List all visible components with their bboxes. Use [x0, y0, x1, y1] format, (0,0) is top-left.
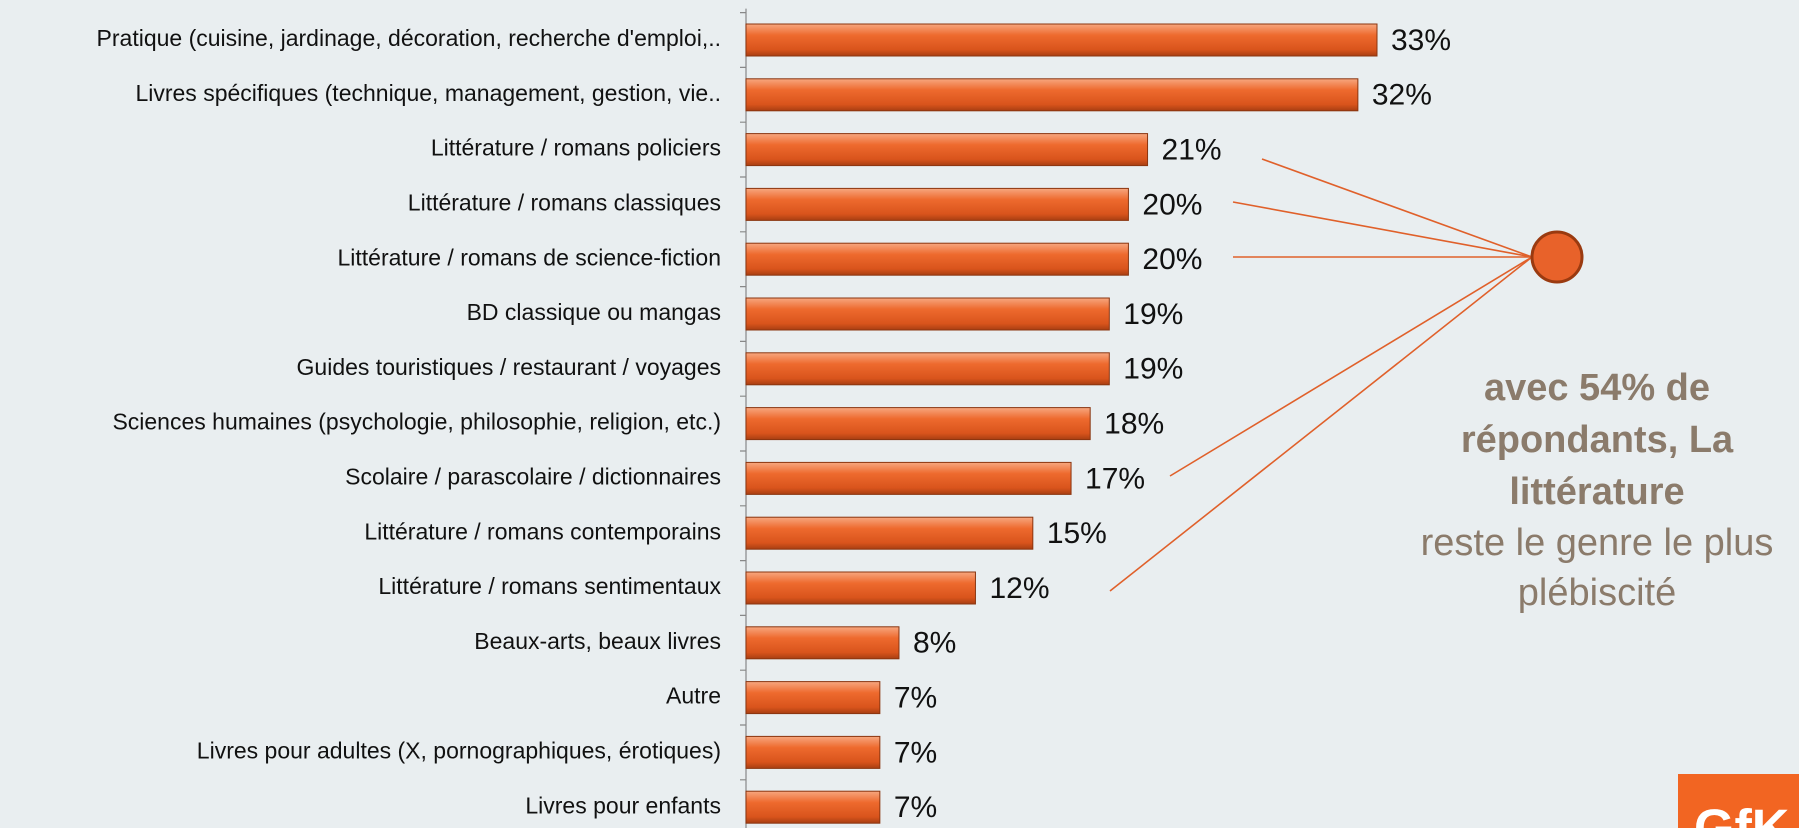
connector: [1261, 158, 1533, 258]
logo-text: GfK: [1694, 800, 1790, 828]
category-label: Beaux-arts, beaux livres: [474, 628, 721, 654]
category-label: Livres spécifiques (technique, managemen…: [135, 80, 721, 106]
bar: [745, 187, 1129, 221]
connector: [1232, 201, 1533, 258]
value-label: 7%: [894, 736, 937, 769]
bar: [745, 407, 1091, 441]
value-label: 7%: [894, 791, 937, 824]
value-label: 7%: [894, 682, 937, 715]
value-label: 8%: [913, 627, 956, 660]
connector: [1169, 256, 1533, 477]
bar: [745, 242, 1129, 276]
annotation-bold: répondants, La: [1461, 419, 1734, 461]
value-label: 15%: [1047, 517, 1107, 550]
category-label: Livres pour enfants: [525, 792, 721, 818]
value-label: 21%: [1162, 134, 1222, 167]
category-label: Littérature / romans de science-fiction: [337, 244, 721, 270]
annotation-dot: [1530, 230, 1584, 284]
bar: [745, 790, 881, 824]
bar: [745, 297, 1110, 331]
bar: [745, 461, 1072, 495]
category-label: Littérature / romans classiques: [408, 189, 721, 215]
bar: [745, 681, 881, 715]
bar: [745, 571, 976, 605]
y-axis: [740, 8, 747, 828]
annotation-bold: littérature: [1509, 471, 1684, 513]
annotation: plébiscité: [1518, 572, 1676, 614]
value-label: 19%: [1123, 298, 1183, 331]
annotation-bold: avec 54% de: [1484, 367, 1710, 409]
category-label: Pratique (cuisine, jardinage, décoration…: [97, 25, 721, 51]
value-label: 33%: [1391, 24, 1451, 57]
bar: [745, 516, 1034, 550]
connector-lines: [1109, 158, 1533, 592]
value-label: 18%: [1104, 408, 1164, 441]
category-label: Littérature / romans contemporains: [364, 518, 721, 544]
annotation: reste le genre le plus: [1421, 522, 1774, 564]
bar: [745, 626, 900, 660]
value-label: 17%: [1085, 462, 1145, 495]
bar: [745, 133, 1149, 167]
value-label: 20%: [1142, 243, 1202, 276]
value-label: 19%: [1123, 353, 1183, 386]
bar: [745, 23, 1378, 57]
category-label: Guides touristiques / restaurant / voyag…: [297, 354, 721, 380]
value-label: 32%: [1372, 79, 1432, 112]
category-label: Autre: [666, 683, 721, 709]
value-label: 12%: [989, 572, 1049, 605]
category-label: Scolaire / parascolaire / dictionnaires: [345, 463, 721, 489]
category-label: Littérature / romans policiers: [431, 135, 721, 161]
connector: [1109, 256, 1533, 592]
bar: [745, 78, 1359, 112]
bar: [745, 352, 1110, 386]
bar: [745, 735, 881, 769]
category-label: Livres pour adultes (X, pornographiques,…: [197, 737, 721, 763]
logo-box: [1678, 774, 1799, 828]
value-label: 20%: [1142, 188, 1202, 221]
category-label: BD classique ou mangas: [467, 299, 721, 325]
category-label: Sciences humaines (psychologie, philosop…: [112, 409, 721, 435]
category-label: Littérature / romans sentimentaux: [378, 573, 721, 599]
